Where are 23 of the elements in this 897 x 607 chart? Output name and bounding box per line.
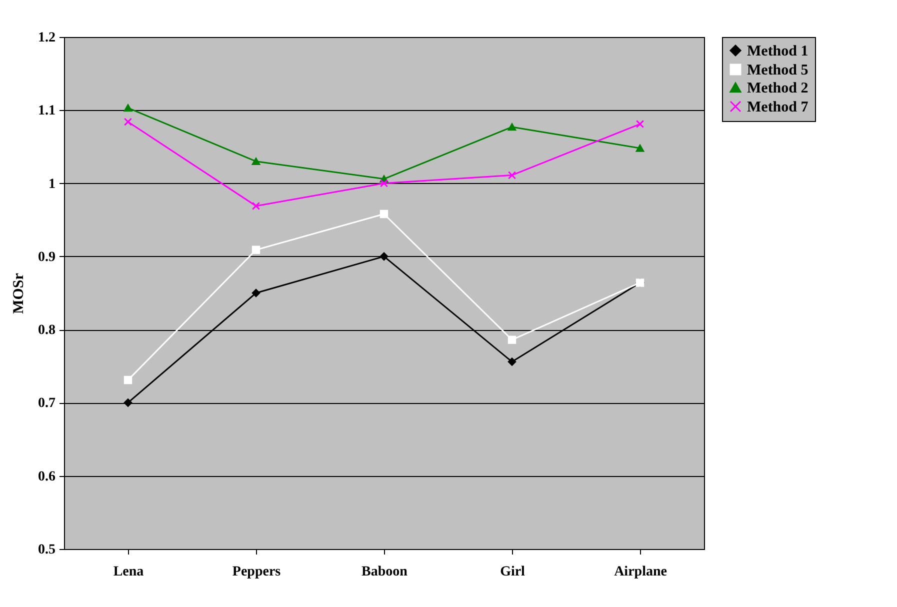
point	[636, 120, 644, 128]
y-tick-label: 0.6	[38, 469, 56, 484]
x-tick-label: Airplane	[614, 564, 667, 580]
legend-label: Method 1	[747, 44, 808, 60]
y-tick-label: 1	[48, 176, 56, 192]
legend-label: Method 5	[747, 62, 808, 78]
y-tick-label: 1.2	[38, 30, 56, 46]
y-tick-label: 1.1	[38, 104, 56, 119]
y-tick-label: 0.8	[38, 323, 56, 338]
y-axis-title: MOSr	[11, 272, 27, 314]
y-tick-label: 0.7	[38, 396, 56, 412]
x-tick-label: Lena	[113, 564, 144, 580]
y-tick-label: 0.9	[38, 250, 56, 265]
x-tick-label: Baboon	[362, 564, 408, 580]
legend-label: Method 7	[747, 100, 809, 116]
legend-label: Method 2	[747, 80, 808, 96]
point	[124, 118, 132, 126]
point	[508, 171, 516, 180]
x-tick-label: Girl	[500, 564, 526, 580]
point	[380, 179, 388, 188]
x-tick-label: Peppers	[232, 564, 282, 580]
point	[252, 202, 260, 210]
y-tick-label: 0.5	[38, 542, 56, 558]
